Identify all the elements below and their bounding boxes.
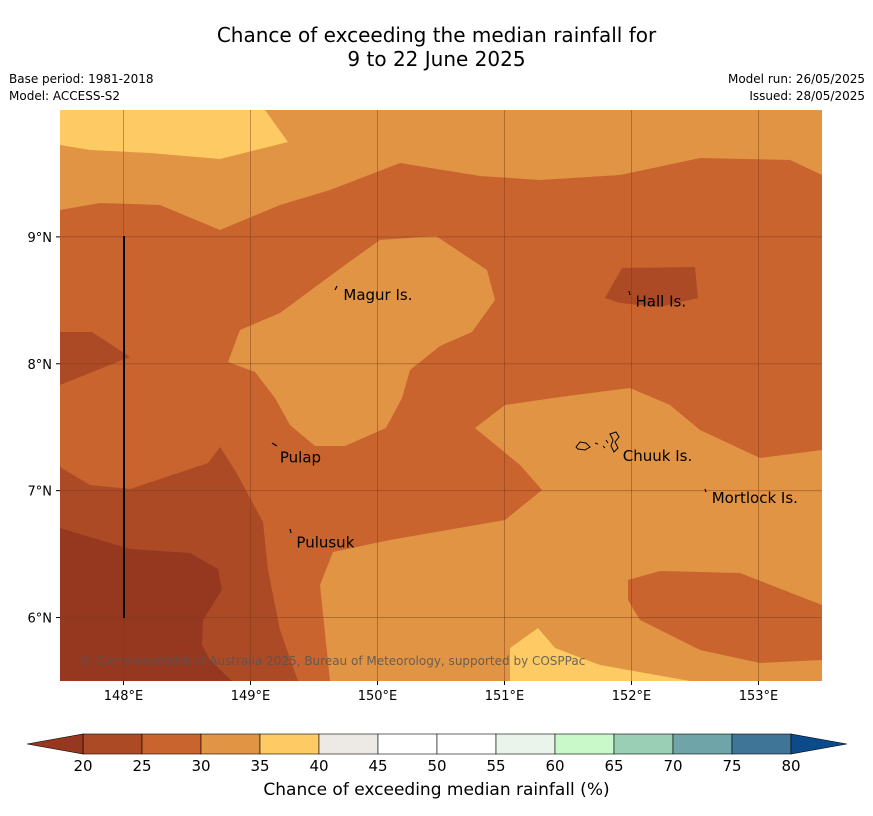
place-label-1: Hall Is. [636, 292, 687, 310]
colorbar: 20 25 30 35 40 45 50 55 60 65 70 75 80 [26, 733, 848, 775]
colorbar-under-arrow [26, 733, 84, 755]
colorbar-tick-11: 75 [722, 757, 741, 775]
lat-tick-label-2: 7°N [28, 485, 53, 500]
model-text: Model: ACCESS-S2 [9, 89, 121, 103]
model-run-text: Model run: 26/05/2025 [727, 72, 865, 86]
island-marker-hall [628, 290, 631, 296]
place-label-3: Chuuk Is. [623, 447, 692, 465]
map-contours [60, 110, 822, 681]
colorbar-tick-6: 50 [427, 757, 446, 775]
lat-tick-label-0: 9°N [28, 231, 53, 246]
colorbar-tick-12: 80 [781, 757, 800, 775]
longitude-labels: 148°E 149°E 150°E 151°E 152°E 153°E [104, 681, 779, 704]
colorbar-swatch-7 [495, 733, 556, 755]
chart-title-line-1: Chance of exceeding the median rainfall … [216, 23, 657, 47]
colorbar-tick-3: 35 [250, 757, 269, 775]
lon-tick-label-0: 148°E [104, 689, 144, 704]
colorbar-swatch-8 [554, 733, 615, 755]
colorbar-tick-4: 40 [309, 757, 328, 775]
issued-text: Issued: 28/05/2025 [749, 89, 865, 103]
island-marker-pulap [271, 442, 278, 447]
lon-tick-label-2: 150°E [358, 689, 398, 704]
island-marker-magur [334, 285, 338, 291]
copyright-text: © Commonwealth of Australia 2025, Bureau… [80, 654, 585, 668]
chuuk-lagoon-outline [575, 431, 620, 453]
place-label-5: Pulusuk [296, 533, 354, 551]
rainfall-map: Magur Is. Hall Is. Pulap Chuuk Is. Mortlock … [26, 110, 848, 775]
place-labels: Magur Is. Hall Is. Pulap Chuuk Is. Mortlock … [280, 286, 798, 551]
base-period-text: Base period: 1981-2018 [9, 72, 154, 86]
colorbar-swatch-5 [377, 733, 438, 755]
contour-20-25-hall [605, 267, 698, 307]
colorbar-tick-0: 20 [73, 757, 92, 775]
contour-35-40-northwest [60, 110, 288, 159]
colorbar-tick-1: 25 [132, 757, 151, 775]
island-markers [271, 285, 707, 534]
contour-35-40-south [510, 628, 690, 681]
lon-tick-label-5: 153°E [739, 689, 779, 704]
colorbar-tick-2: 30 [191, 757, 210, 775]
lon-tick-label-3: 151°E [485, 689, 525, 704]
meta-left: Base period: 1981-2018 Model: ACCESS-S2 [9, 71, 154, 105]
colorbar-tick-8: 60 [545, 757, 564, 775]
contour-30-35-central [228, 236, 495, 446]
island-marker-pulusuk [289, 528, 292, 534]
contour-25-30-southeast [628, 571, 822, 663]
colorbar-tick-9: 65 [604, 757, 623, 775]
colorbar-swatch-0 [82, 733, 143, 755]
colorbar-swatch-10 [672, 733, 733, 755]
colorbar-swatch-2 [200, 733, 261, 755]
contour-15-20-southwest [60, 528, 232, 681]
colorbar-swatch-6 [436, 733, 497, 755]
island-marker-mortlock [704, 488, 707, 493]
lon-tick-label-1: 149°E [231, 689, 271, 704]
colorbar-tick-10: 70 [663, 757, 682, 775]
lon-tick-label-4: 152°E [612, 689, 652, 704]
colorbar-tick-5: 45 [368, 757, 387, 775]
place-label-0: Magur Is. [343, 286, 412, 304]
colorbar-swatch-9 [613, 733, 674, 755]
place-label-4: Mortlock Is. [712, 489, 798, 507]
colorbar-swatch-11 [731, 733, 792, 755]
chart-title-line-2: 9 to 22 June 2025 [347, 47, 526, 71]
colorbar-label: Chance of exceeding median rainfall (%) [263, 780, 610, 800]
lat-tick-label-3: 6°N [28, 612, 53, 627]
colorbar-swatch-3 [259, 733, 320, 755]
colorbar-swatch-1 [141, 733, 202, 755]
colorbar-over-arrow [790, 733, 848, 755]
lat-tick-label-1: 8°N [28, 358, 53, 373]
colorbar-swatch-4 [318, 733, 379, 755]
meta-right: Model run: 26/05/2025 Issued: 28/05/2025 [728, 71, 865, 105]
colorbar-tick-7: 55 [486, 757, 505, 775]
contour-20-25-west [60, 332, 130, 385]
latitude-labels: 9°N 8°N 7°N 6°N [28, 231, 60, 627]
place-label-2: Pulap [280, 448, 321, 466]
